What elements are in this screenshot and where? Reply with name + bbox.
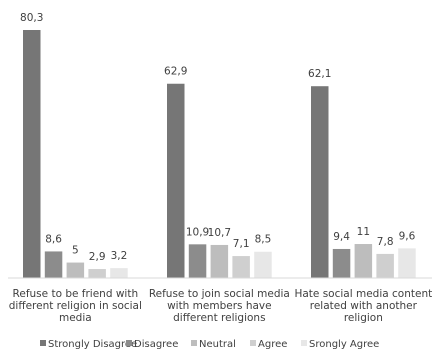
value-label: 8,6 xyxy=(45,233,62,245)
legend-swatch-srongly-agree xyxy=(301,340,307,346)
bar-1-strongly-disagree xyxy=(23,30,41,278)
bar-3-disagree xyxy=(332,248,351,278)
value-label: 3,2 xyxy=(111,250,128,262)
bar-1-neutral xyxy=(66,262,85,278)
bar-3-neutral xyxy=(354,244,373,278)
bar-2-srongly-agree xyxy=(254,251,272,278)
category-label: media xyxy=(59,312,92,324)
category-label: religion xyxy=(344,312,383,324)
value-label: 10,7 xyxy=(208,227,231,239)
category-label: related with another xyxy=(310,300,418,312)
category-label: Hate social media content xyxy=(294,288,432,300)
value-label: 11 xyxy=(357,226,370,238)
bar-3-agree xyxy=(376,253,394,278)
bar-2-agree xyxy=(232,256,250,278)
category-label: Refuse to be friend with xyxy=(13,288,139,300)
value-label: 62,9 xyxy=(164,66,187,78)
legend-label: Neutral xyxy=(199,339,236,350)
category-label: Refuse to join social media xyxy=(149,288,290,300)
bar-2-strongly-disagree xyxy=(167,83,185,278)
bars-layer xyxy=(23,30,416,278)
value-label: 62,1 xyxy=(308,68,331,80)
category-label: different religions xyxy=(173,312,265,324)
bar-1-srongly-agree xyxy=(110,268,128,278)
legend-label: Srongly Agree xyxy=(309,339,379,350)
value-label: 9,6 xyxy=(399,230,416,242)
value-labels-layer: 80,3 8,6 5 2,9 3,2 62,9 10,910,77,1 8,5 62,1 9,4 1… xyxy=(20,12,416,263)
legend-swatch-neutral xyxy=(191,340,197,346)
bar-1-agree xyxy=(88,269,106,278)
bar-3-strongly-disagree xyxy=(311,86,329,278)
value-label: 80,3 xyxy=(20,12,43,24)
bar-3-srongly-agree xyxy=(398,248,416,278)
value-label: 10,9 xyxy=(186,226,209,238)
value-label: 2,9 xyxy=(89,251,106,263)
value-label: 8,5 xyxy=(255,234,272,246)
legend-swatch-agree xyxy=(250,340,256,346)
legend-label: Disagree xyxy=(134,339,178,350)
category-label: different religion in social xyxy=(9,300,142,312)
legend-label: Agree xyxy=(258,339,287,350)
bar-2-neutral xyxy=(210,244,229,278)
bar-1-disagree xyxy=(44,251,63,278)
legend-label: Strongly Disagree xyxy=(48,339,137,350)
value-label: 7,1 xyxy=(233,238,250,250)
legend-swatch-strongly-disagree xyxy=(40,340,46,346)
value-label: 7,8 xyxy=(377,236,394,248)
legend-swatch-disagree xyxy=(126,340,132,346)
value-label: 9,4 xyxy=(333,231,350,243)
category-label: with members have xyxy=(167,300,272,312)
bar-2-disagree xyxy=(188,244,207,278)
value-label: 5 xyxy=(72,245,79,257)
